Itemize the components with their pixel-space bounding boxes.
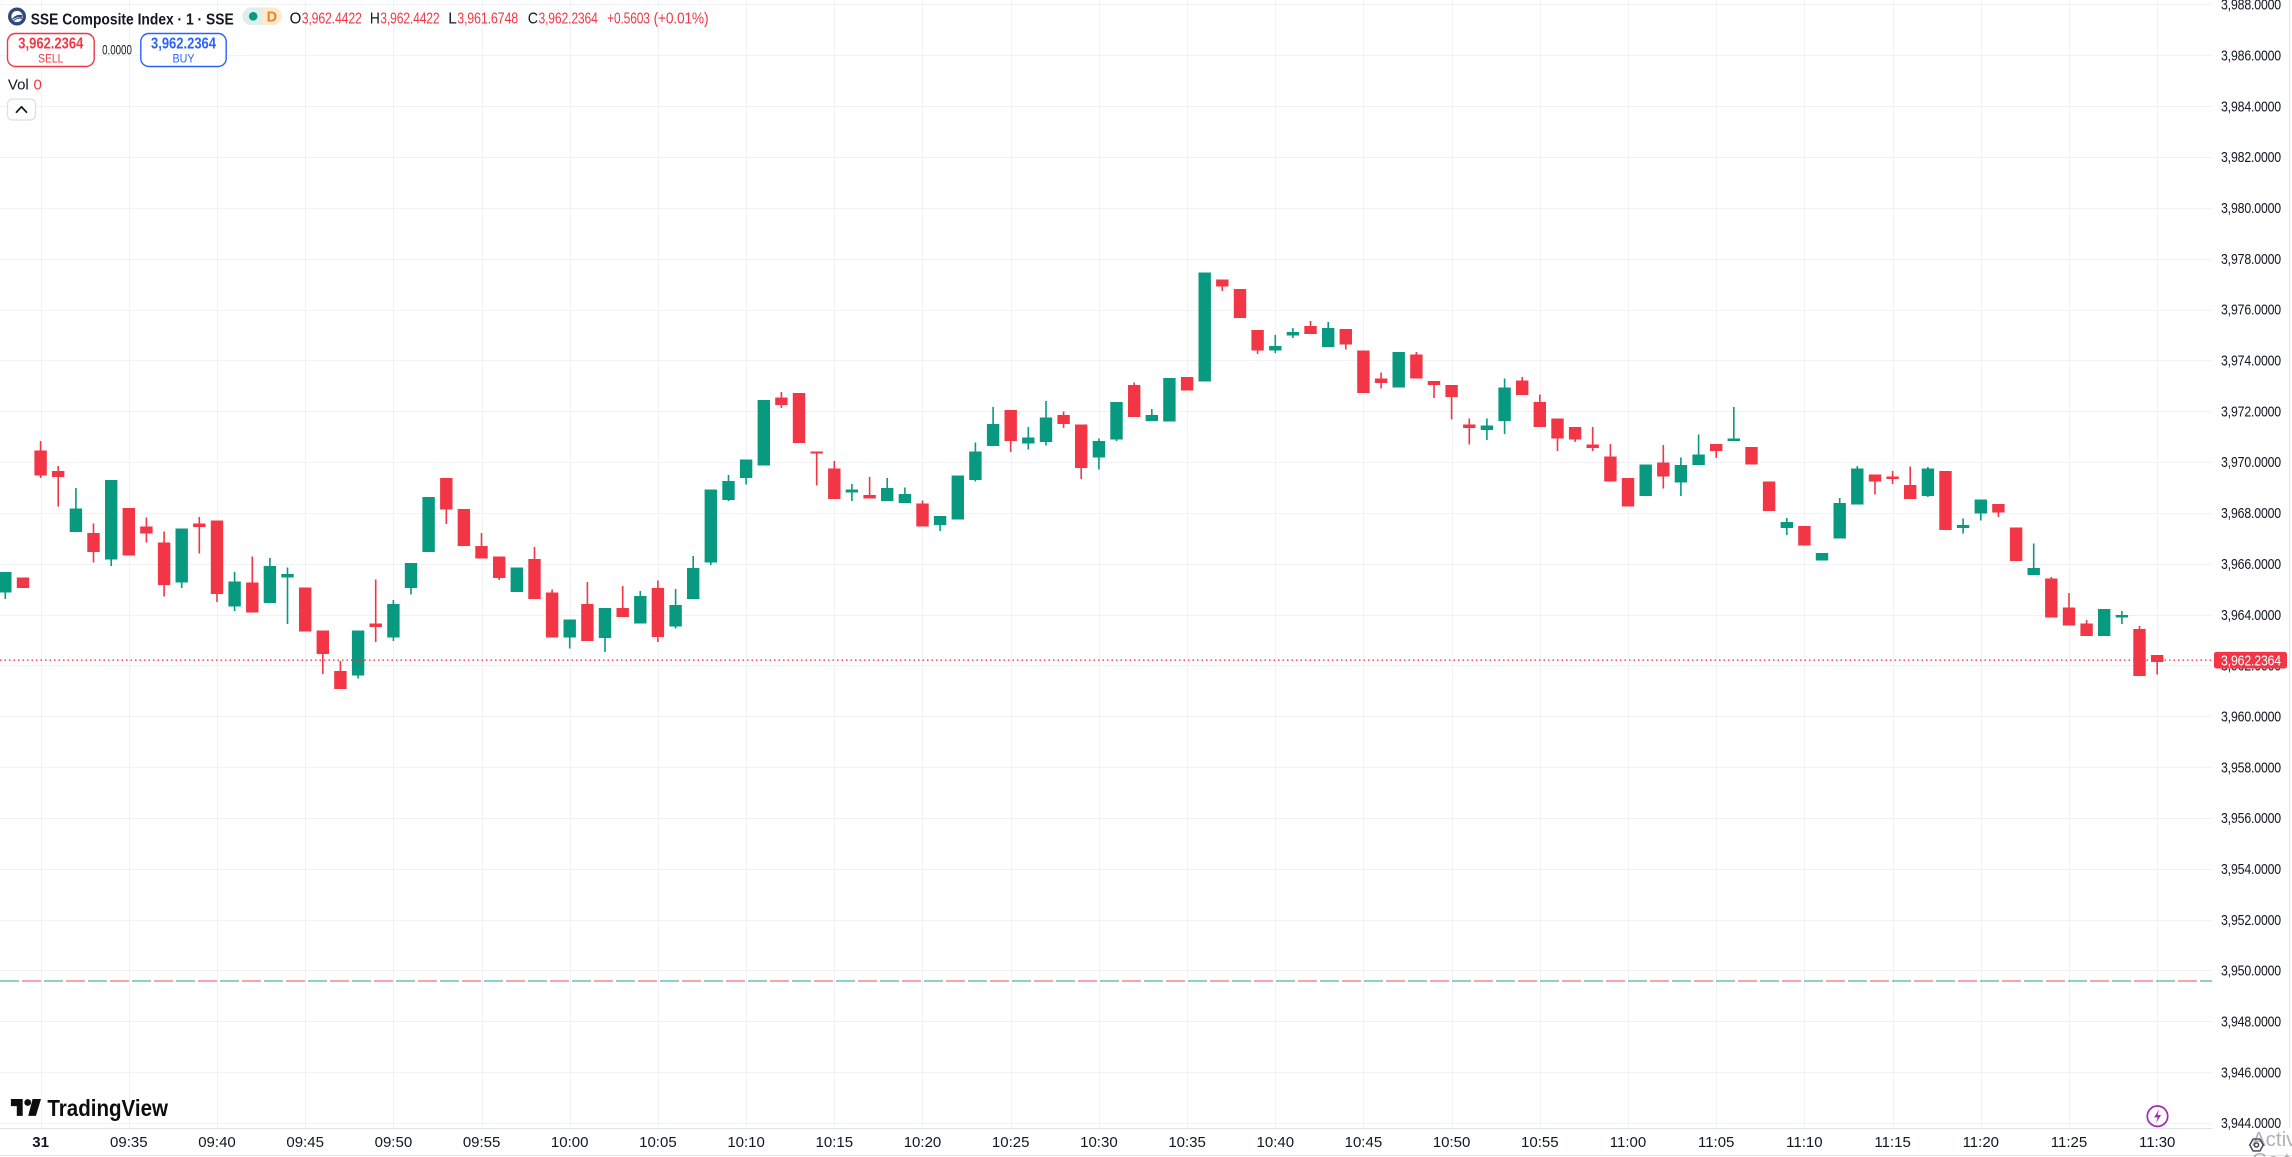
svg-text:3,986.0000: 3,986.0000 <box>2221 48 2281 65</box>
svg-text:10:35: 10:35 <box>1168 1134 1206 1151</box>
svg-text:3,982.0000: 3,982.0000 <box>2221 149 2281 166</box>
svg-text:3,964.0000: 3,964.0000 <box>2221 607 2281 624</box>
svg-text:3,954.0000: 3,954.0000 <box>2221 861 2281 878</box>
svg-text:3,946.0000: 3,946.0000 <box>2221 1064 2281 1081</box>
svg-text:Go to Settings: Go to Settings <box>2252 1150 2292 1157</box>
svg-text:SSE Composite Index · 1 · SSE: SSE Composite Index · 1 · SSE <box>31 12 234 29</box>
svg-text:3,962.4422: 3,962.4422 <box>380 11 439 28</box>
svg-text:3,974.0000: 3,974.0000 <box>2221 353 2281 370</box>
svg-text:3,950.0000: 3,950.0000 <box>2221 963 2281 980</box>
svg-text:3,960.0000: 3,960.0000 <box>2221 708 2281 725</box>
svg-text:O: O <box>290 11 302 28</box>
svg-text:09:50: 09:50 <box>375 1134 413 1151</box>
svg-text:3,956.0000: 3,956.0000 <box>2221 810 2281 827</box>
svg-text:11:05: 11:05 <box>1698 1134 1734 1151</box>
svg-text:Activate W: Activate W <box>2252 1128 2292 1151</box>
svg-text:10:50: 10:50 <box>1433 1134 1471 1151</box>
svg-text:10:55: 10:55 <box>1521 1134 1559 1151</box>
svg-text:10:00: 10:00 <box>551 1134 589 1151</box>
svg-text:3,948.0000: 3,948.0000 <box>2221 1014 2281 1031</box>
svg-text:3,961.6748: 3,961.6748 <box>457 11 518 28</box>
svg-text:3,962.2364: 3,962.2364 <box>151 35 216 52</box>
svg-text:L: L <box>448 11 457 28</box>
svg-text:D: D <box>267 10 277 26</box>
svg-text:10:45: 10:45 <box>1345 1134 1383 1151</box>
svg-text:3,968.0000: 3,968.0000 <box>2221 505 2281 522</box>
svg-text:11:00: 11:00 <box>1610 1134 1646 1151</box>
svg-text:09:45: 09:45 <box>286 1134 324 1151</box>
svg-text:11:20: 11:20 <box>1963 1134 1999 1151</box>
svg-text:3,988.0000: 3,988.0000 <box>2221 0 2281 14</box>
svg-text:H: H <box>370 11 380 28</box>
svg-text:10:15: 10:15 <box>816 1134 854 1151</box>
svg-text:3,978.0000: 3,978.0000 <box>2221 251 2281 268</box>
svg-text:11:25: 11:25 <box>2051 1134 2087 1151</box>
svg-text:3,972.0000: 3,972.0000 <box>2221 403 2281 420</box>
svg-text:10:05: 10:05 <box>639 1134 677 1151</box>
svg-text:3,962.2364: 3,962.2364 <box>18 35 83 52</box>
svg-text:11:10: 11:10 <box>1786 1134 1822 1151</box>
svg-text:BUY: BUY <box>173 53 195 65</box>
svg-text:Vol: Vol <box>8 76 29 93</box>
svg-text:3,962.4422: 3,962.4422 <box>302 11 362 28</box>
svg-text:0.0000: 0.0000 <box>102 42 132 57</box>
svg-text:09:55: 09:55 <box>463 1134 501 1151</box>
svg-text:3,980.0000: 3,980.0000 <box>2221 200 2281 217</box>
svg-text:3,962.2364: 3,962.2364 <box>2221 652 2281 669</box>
svg-text:+0.5603: +0.5603 <box>607 11 650 28</box>
svg-text:09:35: 09:35 <box>110 1134 148 1151</box>
svg-text:(+0.01%): (+0.01%) <box>654 11 709 28</box>
svg-text:0: 0 <box>34 76 42 93</box>
svg-text:31: 31 <box>32 1134 49 1151</box>
svg-text:09:40: 09:40 <box>198 1134 236 1151</box>
svg-text:11:15: 11:15 <box>1874 1134 1910 1151</box>
svg-text:10:25: 10:25 <box>992 1134 1030 1151</box>
svg-text:3,984.0000: 3,984.0000 <box>2221 98 2281 115</box>
svg-text:11:30: 11:30 <box>2139 1134 2175 1151</box>
svg-text:C: C <box>528 11 538 28</box>
svg-text:3,966.0000: 3,966.0000 <box>2221 556 2281 573</box>
svg-text:10:40: 10:40 <box>1257 1134 1295 1151</box>
svg-text:10:20: 10:20 <box>904 1134 942 1151</box>
svg-text:3,944.0000: 3,944.0000 <box>2221 1115 2281 1132</box>
svg-text:10:10: 10:10 <box>727 1134 765 1151</box>
svg-text:3,976.0000: 3,976.0000 <box>2221 302 2281 319</box>
svg-text:SELL: SELL <box>38 53 64 65</box>
svg-text:TradingView: TradingView <box>47 1095 168 1121</box>
svg-text:3,970.0000: 3,970.0000 <box>2221 454 2281 471</box>
svg-text:3,958.0000: 3,958.0000 <box>2221 759 2281 776</box>
svg-text:3,952.0000: 3,952.0000 <box>2221 912 2281 929</box>
svg-text:3,962.2364: 3,962.2364 <box>539 11 599 28</box>
svg-text:10:30: 10:30 <box>1080 1134 1118 1151</box>
